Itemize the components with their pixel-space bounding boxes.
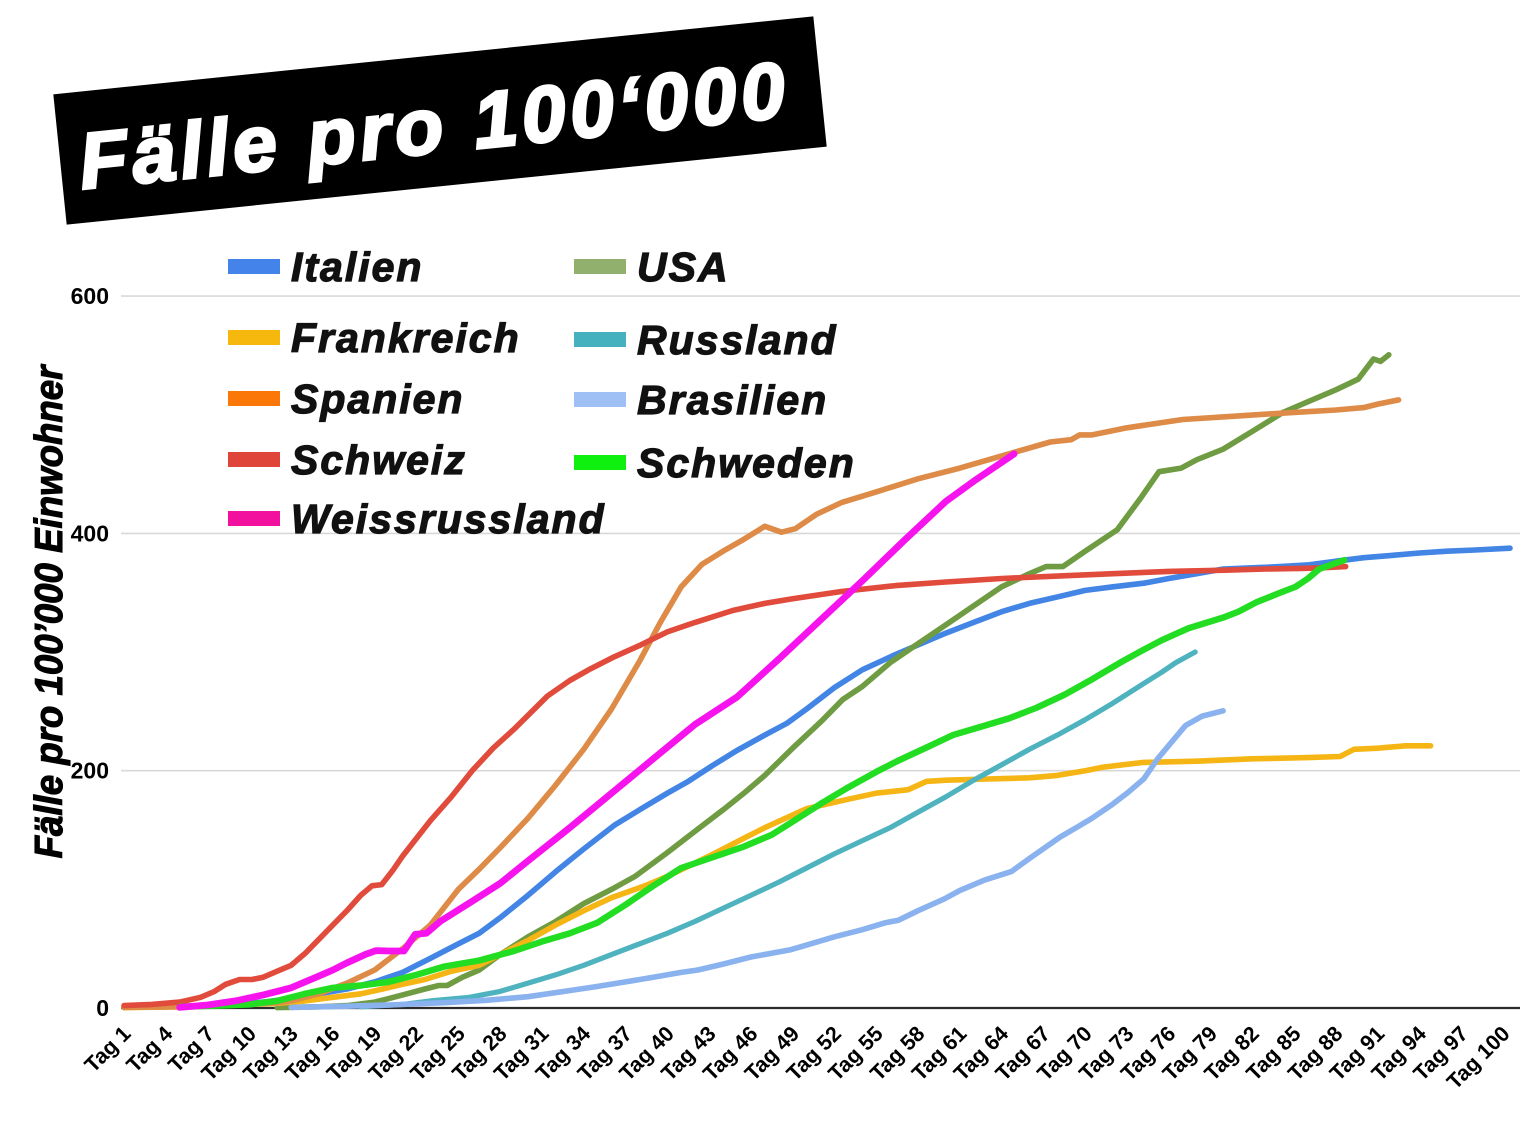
svg-text:400: 400 xyxy=(71,520,109,546)
svg-text:200: 200 xyxy=(71,758,109,784)
svg-text:0: 0 xyxy=(96,995,109,1021)
svg-text:Fälle pro 100’000 Einwohner: Fälle pro 100’000 Einwohner xyxy=(28,363,71,858)
svg-text:Tag 1: Tag 1 xyxy=(80,1022,136,1078)
svg-text:Tag 4: Tag 4 xyxy=(122,1022,178,1078)
svg-text:600: 600 xyxy=(71,283,109,309)
